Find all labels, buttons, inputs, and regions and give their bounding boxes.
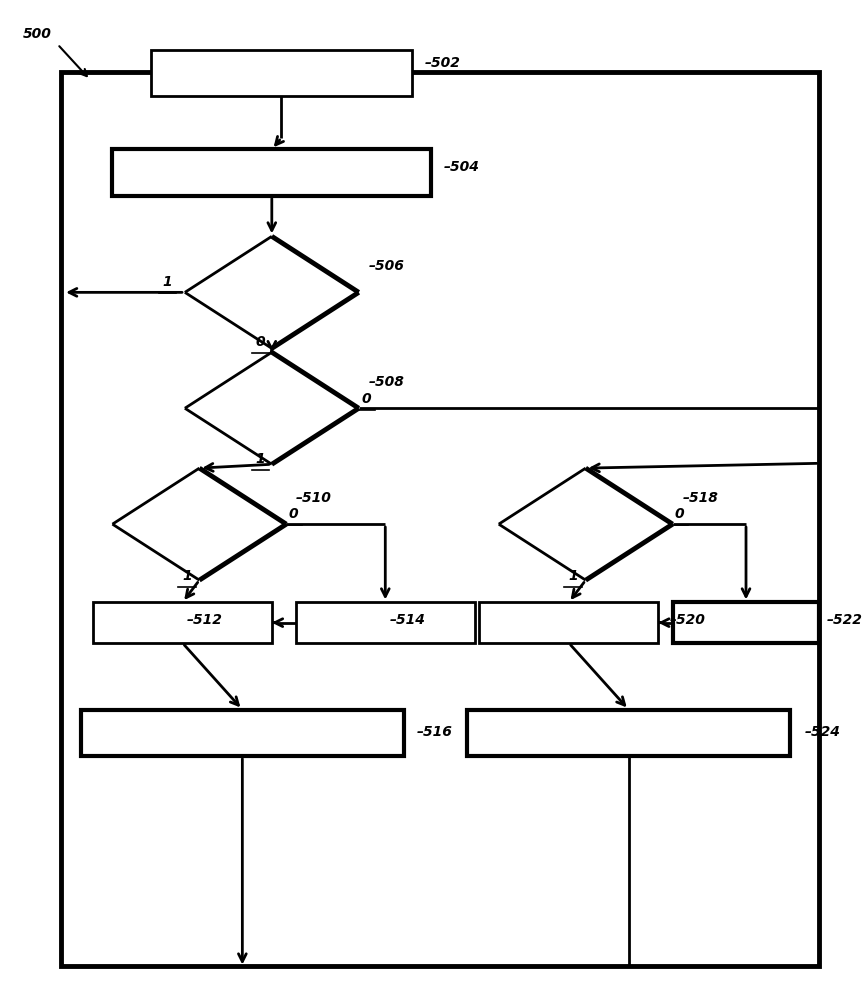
Polygon shape [93, 602, 272, 643]
Polygon shape [480, 602, 658, 643]
Text: –520: –520 [670, 613, 706, 627]
Text: –518: –518 [683, 491, 718, 505]
Text: –522: –522 [827, 613, 863, 627]
Polygon shape [61, 72, 819, 966]
Text: –508: –508 [368, 375, 404, 389]
Text: –524: –524 [805, 725, 841, 739]
Text: 0: 0 [289, 507, 298, 521]
Text: 1: 1 [182, 569, 192, 583]
Text: 1: 1 [256, 452, 265, 466]
Text: –504: –504 [444, 160, 480, 174]
Text: –510: –510 [296, 491, 332, 505]
Text: 0: 0 [675, 507, 684, 521]
Polygon shape [112, 149, 431, 196]
Polygon shape [296, 602, 474, 643]
Text: –502: –502 [424, 56, 461, 70]
Text: –512: –512 [187, 613, 223, 627]
Text: 0: 0 [256, 335, 265, 349]
Polygon shape [467, 710, 791, 756]
Text: –506: –506 [368, 259, 404, 273]
Text: –516: –516 [416, 725, 453, 739]
Polygon shape [672, 602, 819, 643]
Polygon shape [151, 50, 412, 96]
Text: 500: 500 [22, 27, 52, 41]
Polygon shape [80, 710, 404, 756]
Text: 0: 0 [362, 392, 372, 406]
Text: –514: –514 [390, 613, 425, 627]
Text: 1: 1 [162, 275, 172, 289]
Text: 1: 1 [569, 569, 578, 583]
